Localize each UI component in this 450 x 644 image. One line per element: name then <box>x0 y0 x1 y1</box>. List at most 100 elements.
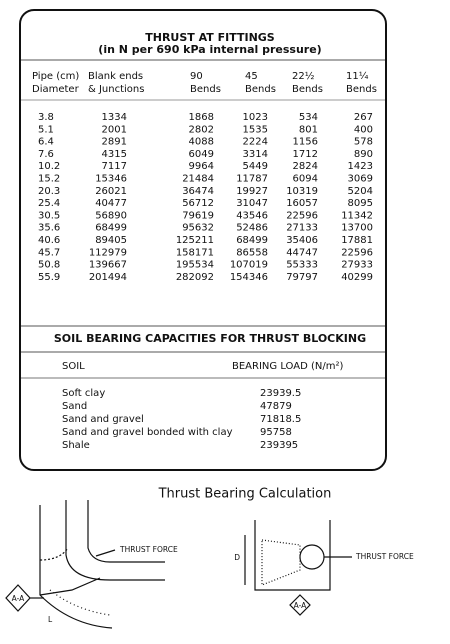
soil-title: SOIL BEARING CAPACITIES FOR THRUST BLOCK… <box>54 332 366 345</box>
table-cell: 22596 <box>341 247 373 258</box>
soil-name: Sand <box>62 401 87 412</box>
table-cell: 35.6 <box>38 223 60 234</box>
table-cell: 1023 <box>243 112 268 123</box>
column-header: Bends <box>292 84 323 95</box>
table-cell: 52486 <box>236 223 268 234</box>
table-cell: 3069 <box>348 174 373 185</box>
thrust-subtitle: (in N per 690 kPa internal pressure) <box>98 43 321 56</box>
table-cell: 1423 <box>348 161 373 172</box>
table-cell: 7117 <box>102 161 127 172</box>
table-cell: 3314 <box>243 149 268 160</box>
column-header: 45 <box>245 71 258 82</box>
table-cell: 27133 <box>286 223 318 234</box>
section-label: A-A <box>294 601 308 610</box>
table-cell: 2824 <box>293 161 318 172</box>
table-cell: 55.9 <box>38 272 60 283</box>
table-cell: 125211 <box>176 235 214 246</box>
table-cell: 20.3 <box>38 186 60 197</box>
thrust-title: THRUST AT FITTINGS <box>145 31 275 44</box>
table-cell: 19927 <box>236 186 268 197</box>
column-header: 11¼ <box>346 70 369 82</box>
table-cell: 11787 <box>236 174 268 185</box>
table-cell: 201494 <box>89 272 127 283</box>
table-cell: 2001 <box>102 124 127 135</box>
force-label: THRUST FORCE <box>119 545 178 554</box>
column-header: Bends <box>190 84 221 95</box>
table-cell: 1868 <box>189 112 214 123</box>
diagram-right <box>244 520 352 616</box>
soil-header: BEARING LOAD (N/m²) <box>232 361 343 372</box>
table-cell: 26021 <box>95 186 127 197</box>
diagram-left <box>5 500 165 629</box>
column-header: Bends <box>245 84 276 95</box>
table-cell: 13700 <box>341 223 373 234</box>
table-cell: 10319 <box>286 186 318 197</box>
table-cell: 107019 <box>230 260 268 271</box>
table-cell: 10.2 <box>38 161 60 172</box>
table-cell: 40.6 <box>38 235 60 246</box>
table-cell: 35406 <box>286 235 318 246</box>
table-cell: 154346 <box>230 272 268 283</box>
table-cell: 2802 <box>189 124 214 135</box>
soil-name: Shale <box>62 440 90 451</box>
table-cell: 2224 <box>243 137 268 148</box>
soil-name: Sand and gravel <box>62 414 144 425</box>
table-cell: 1535 <box>243 124 268 135</box>
column-header: Pipe (cm) <box>32 71 79 82</box>
table-cell: 282092 <box>176 272 214 283</box>
table-cell: 55333 <box>286 260 318 271</box>
table-cell: 534 <box>299 112 318 123</box>
table-cell: 578 <box>354 137 373 148</box>
table-cell: 158171 <box>176 247 214 258</box>
soil-name: Soft clay <box>62 388 105 399</box>
column-header: 22½ <box>292 70 315 82</box>
soil-load: 95758 <box>260 427 292 438</box>
table-cell: 890 <box>354 149 373 160</box>
table-cell: 50.8 <box>38 260 60 271</box>
length-label: L <box>48 615 53 624</box>
table-cell: 68499 <box>95 223 127 234</box>
table-cell: 1156 <box>293 137 318 148</box>
soil-load: 71818.5 <box>260 414 301 425</box>
force-label: THRUST FORCE <box>355 552 414 561</box>
table-cell: 8095 <box>348 198 373 209</box>
table-cell: 15.2 <box>38 174 60 185</box>
table-cell: 5.1 <box>38 124 54 135</box>
table-cell: 21484 <box>182 174 214 185</box>
caption: Thrust Bearing Calculation <box>158 487 332 502</box>
table-cell: 27933 <box>341 260 373 271</box>
table-cell: 79797 <box>286 272 318 283</box>
soil-load: 239395 <box>260 440 298 451</box>
table-cell: 267 <box>354 112 373 123</box>
section-label: A-A <box>12 594 26 603</box>
table-cell: 1712 <box>293 149 318 160</box>
table-cell: 5449 <box>243 161 268 172</box>
table-cell: 2891 <box>102 137 127 148</box>
table-cell: 89405 <box>95 235 127 246</box>
table-cell: 9964 <box>189 161 214 172</box>
table-cell: 31047 <box>236 198 268 209</box>
table-cell: 79619 <box>182 210 214 221</box>
table-cell: 22596 <box>286 210 318 221</box>
table-cell: 30.5 <box>38 210 60 221</box>
column-header: Bends <box>346 84 377 95</box>
table-cell: 95632 <box>182 223 214 234</box>
table-cell: 801 <box>299 124 318 135</box>
table-cell: 5204 <box>348 186 373 197</box>
column-header: Diameter <box>32 84 80 95</box>
table-cell: 56890 <box>95 210 127 221</box>
table-cell: 112979 <box>89 247 127 258</box>
table-cell: 45.7 <box>38 247 60 258</box>
card-border <box>19 9 387 471</box>
column-header: 90 <box>190 71 203 82</box>
table-cell: 3.8 <box>38 112 54 123</box>
column-header: & Junctions <box>88 84 144 95</box>
table-cell: 36474 <box>182 186 214 197</box>
soil-load: 23939.5 <box>260 388 301 399</box>
table-cell: 4088 <box>189 137 214 148</box>
depth-label: D <box>234 553 240 562</box>
table-cell: 11342 <box>341 210 373 221</box>
table-cell: 68499 <box>236 235 268 246</box>
table-cell: 15346 <box>95 174 127 185</box>
